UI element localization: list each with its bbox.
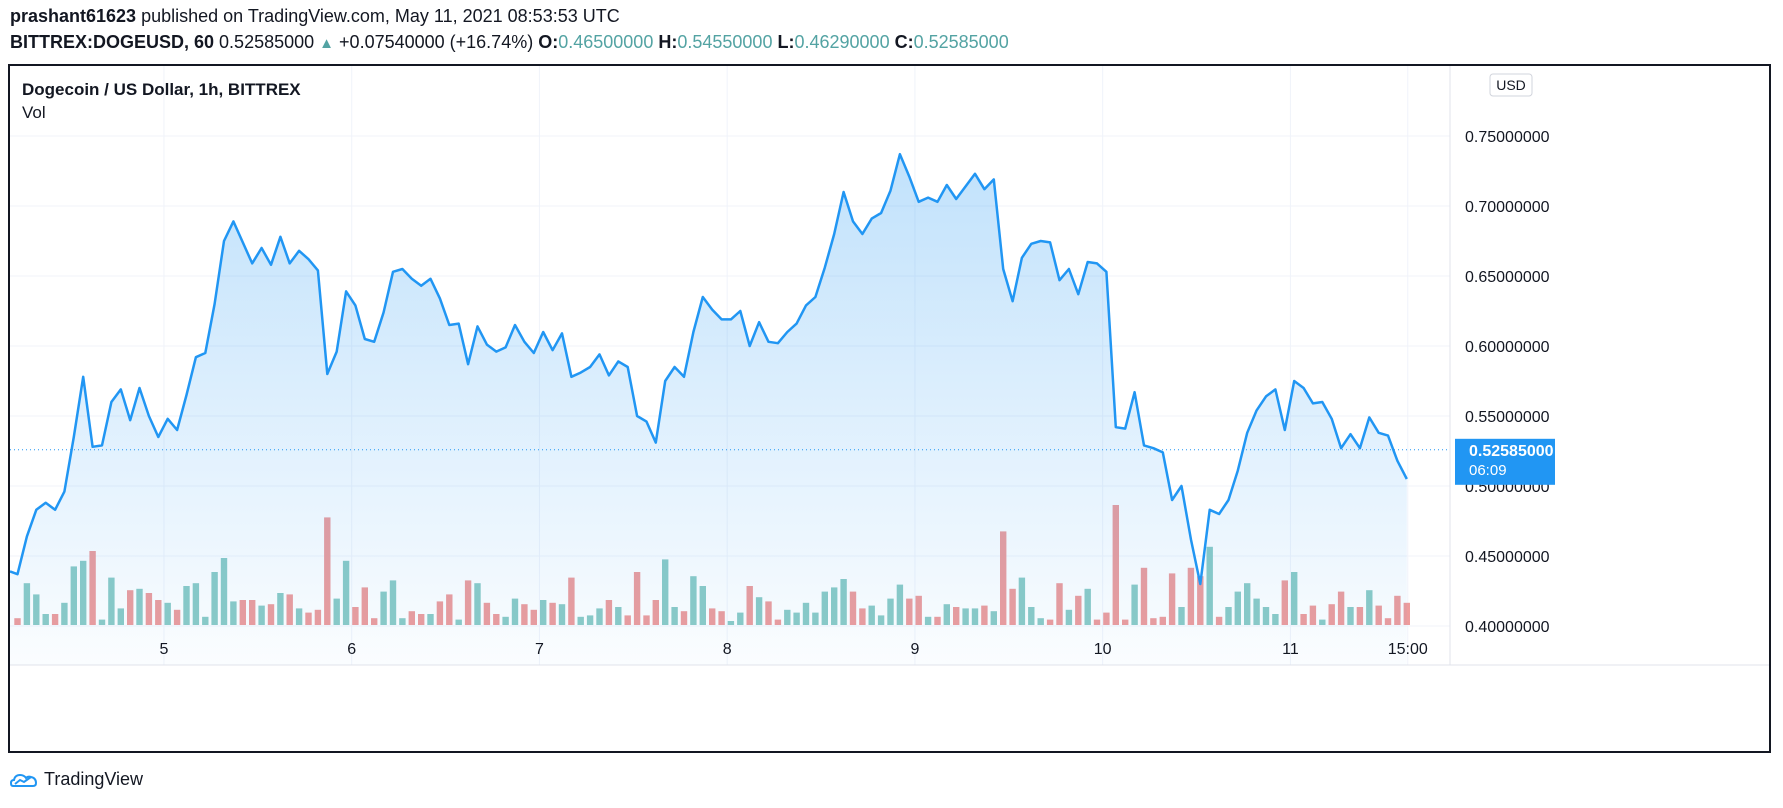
high-value: 0.54550000 xyxy=(677,32,773,52)
chart-legend-title: Dogecoin / US Dollar, 1h, BITTREX xyxy=(22,80,301,99)
x-tick-label: 15:00 xyxy=(1388,641,1428,658)
last-price-text: 0.52585000 xyxy=(219,32,315,52)
x-tick-label: 7 xyxy=(535,641,544,658)
y-tick-label: 0.65000000 xyxy=(1465,269,1550,286)
countdown-label: 06:09 xyxy=(1469,462,1507,479)
price-axis[interactable]: 0.400000000.450000000.500000000.55000000… xyxy=(1465,129,1550,636)
y-tick-label: 0.70000000 xyxy=(1465,199,1550,216)
price-line xyxy=(10,152,1408,586)
x-tick-label: 5 xyxy=(159,641,168,658)
x-tick-label: 11 xyxy=(1282,641,1299,658)
volume-legend-label: Vol xyxy=(22,103,46,122)
published-text: published on TradingView.com, May 11, 20… xyxy=(141,6,620,26)
low-label: L: xyxy=(777,32,795,52)
close-value: 0.52585000 xyxy=(913,32,1009,52)
symbol-label: BITTREX:DOGEUSD, 60 xyxy=(10,32,215,52)
x-tick-label: 6 xyxy=(347,641,356,658)
tradingview-brand-text: TradingView xyxy=(44,769,144,789)
x-tick-label: 9 xyxy=(910,641,919,658)
y-tick-label: 0.45000000 xyxy=(1465,549,1550,566)
symbol-info: BITTREX:DOGEUSD, 60 0.52585000 ▲ +0.0754… xyxy=(10,32,1009,53)
y-tick-label: 0.60000000 xyxy=(1465,339,1550,356)
x-tick-label: 8 xyxy=(723,641,732,658)
x-tick-label: 10 xyxy=(1094,641,1112,658)
time-axis[interactable]: 5 6 7 8 9 10 11 15:00 xyxy=(159,641,1427,658)
tradingview-logo-icon xyxy=(10,773,38,787)
tradingview-brand[interactable]: TradingView xyxy=(10,769,143,790)
y-tick-label: 0.40000000 xyxy=(1465,619,1550,636)
currency-badge[interactable]: USD xyxy=(1489,73,1533,97)
low-value: 0.46290000 xyxy=(794,32,890,52)
price-chart[interactable]: 0.400000000.450000000.500000000.55000000… xyxy=(10,66,1769,751)
currency-label: USD xyxy=(1496,77,1526,93)
close-label: C: xyxy=(894,32,914,52)
last-price-badge: 0.52585000 06:09 xyxy=(1455,438,1555,485)
y-tick-label: 0.75000000 xyxy=(1465,129,1550,146)
price-area-fill xyxy=(10,154,1407,665)
open-value: 0.46500000 xyxy=(558,32,654,52)
up-triangle-icon: ▲ xyxy=(319,35,335,52)
last-price-label: 0.52585000 xyxy=(1469,443,1554,460)
change-text: +0.07540000 (+16.74%) xyxy=(339,32,534,52)
author-name[interactable]: prashant61623 xyxy=(10,6,137,26)
chart-frame[interactable]: 0.40000000 0.45000000 0.50000000 0.55000000… xyxy=(8,64,1771,753)
y-tick-label: 0.55000000 xyxy=(1465,409,1550,426)
publish-info: prashant61623 published on TradingView.c… xyxy=(10,6,620,27)
open-label: O: xyxy=(538,32,559,52)
high-label: H: xyxy=(658,32,678,52)
